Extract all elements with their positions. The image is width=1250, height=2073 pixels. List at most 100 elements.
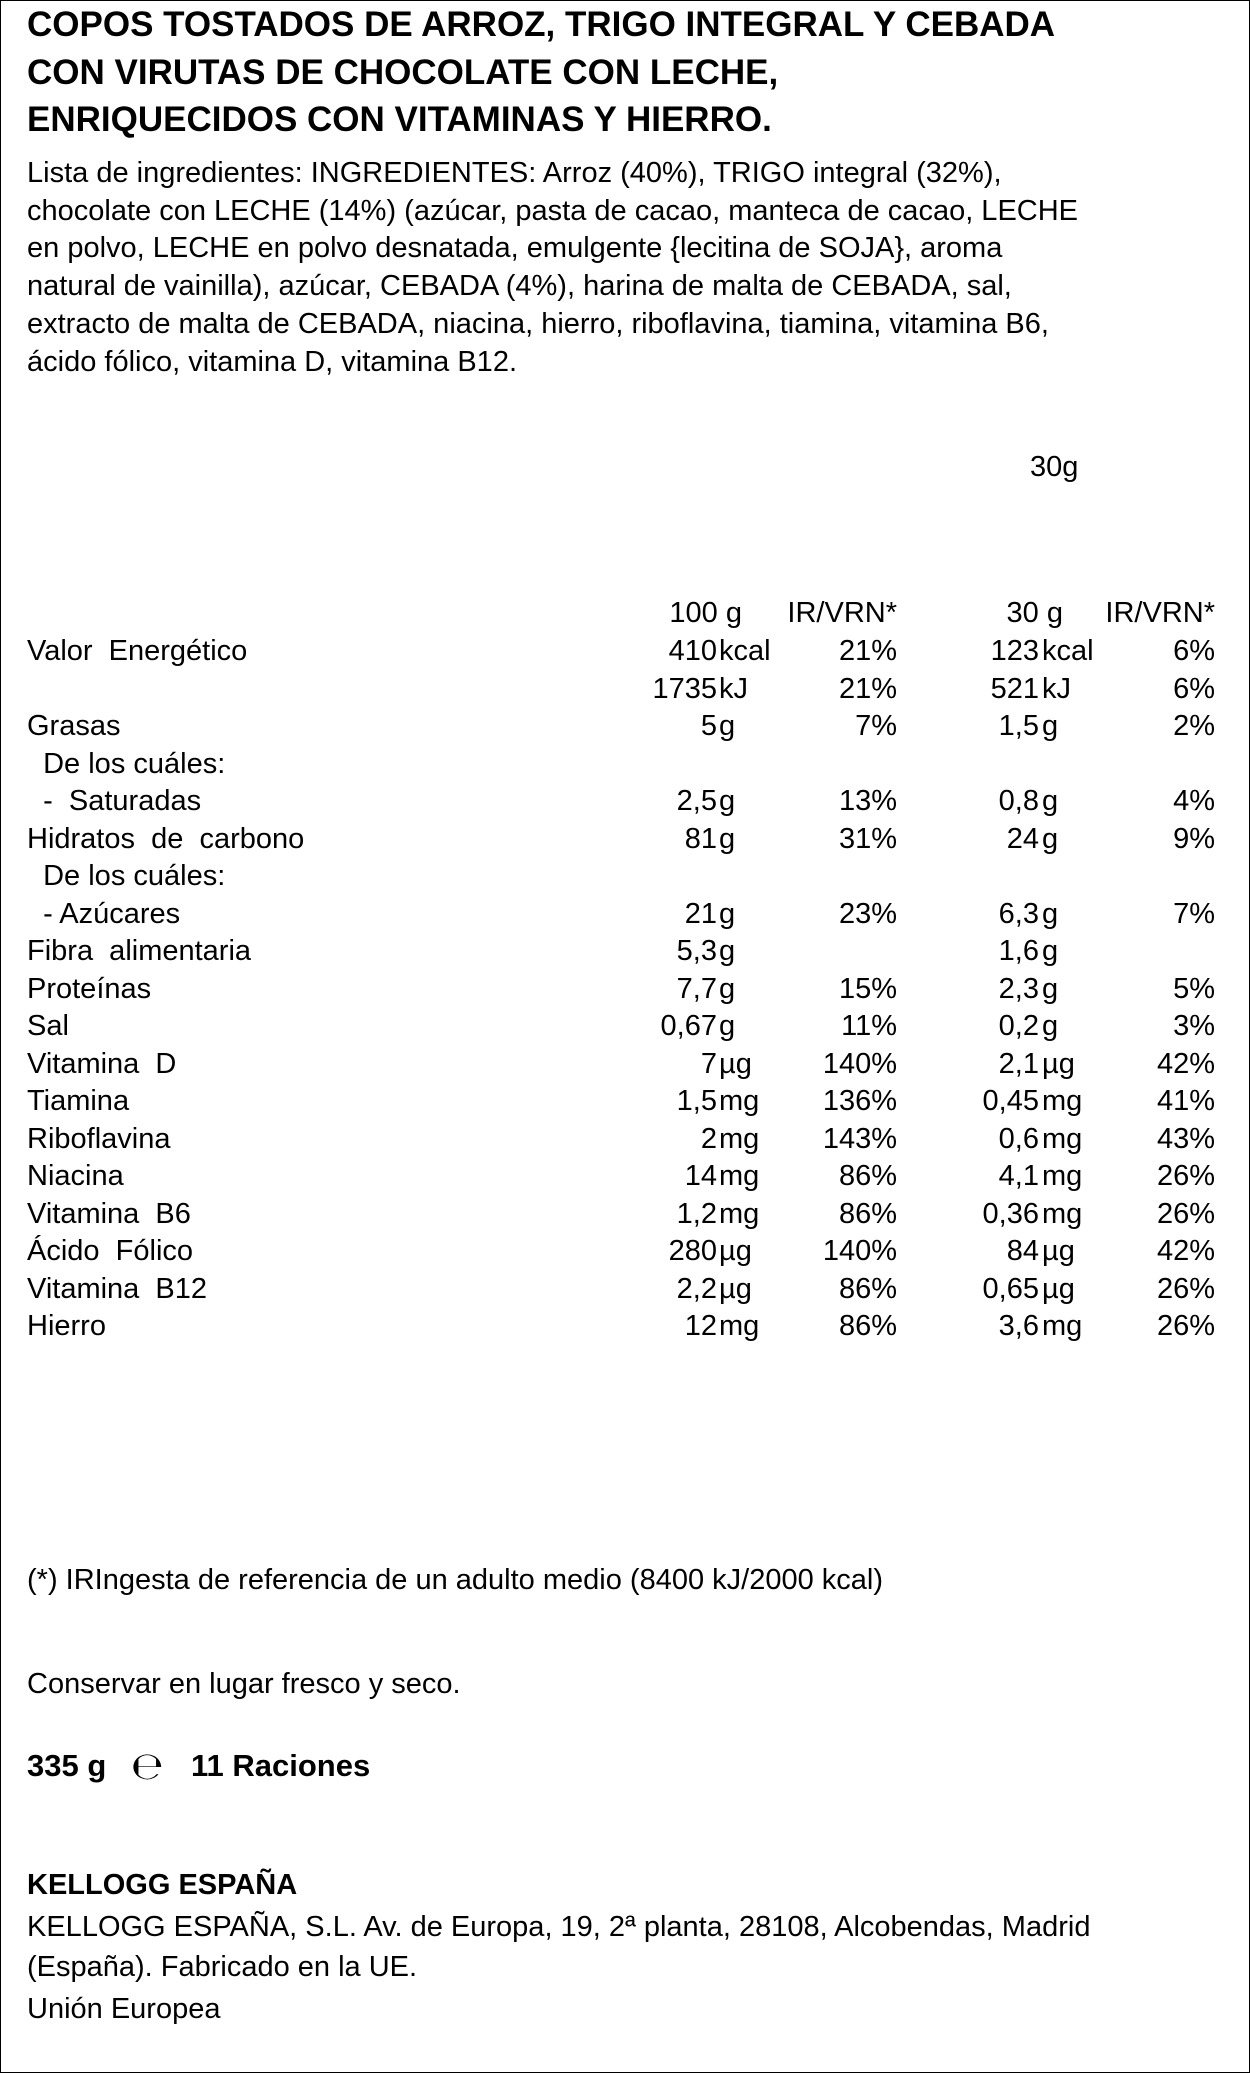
ir-100g: 13% — [838, 785, 897, 817]
ir-100g: 140% — [822, 1047, 897, 1080]
net-quantity: 335 g — [27, 1748, 107, 1783]
value-100g: 81 — [684, 822, 717, 855]
value-100g: 2,2 — [676, 1272, 717, 1305]
ir-100g: 7% — [855, 710, 897, 742]
row-label: Vitamina B12 — [27, 1272, 208, 1305]
value-30g: 2,3 — [998, 972, 1039, 1005]
row-label: Proteínas — [27, 972, 152, 1005]
unit-30g: mg — [1042, 1160, 1083, 1192]
value-100g: 7 — [700, 1047, 717, 1080]
value-30g: 6,3 — [998, 897, 1039, 930]
unit-100g: kJ — [719, 672, 748, 705]
unit-30g: g — [1042, 972, 1059, 1005]
row-label: De los cuáles: — [27, 747, 226, 780]
row-label: De los cuáles: — [27, 860, 226, 892]
row-label: - Azúcares — [27, 897, 181, 930]
unit-30g: µg — [1042, 1272, 1075, 1305]
ir-30g: 6% — [1173, 635, 1215, 667]
ir-30g: 26% — [1156, 1310, 1215, 1342]
value-100g: 12 — [684, 1310, 717, 1342]
unit-30g: g — [1042, 710, 1059, 742]
ir-100g: 140% — [822, 1235, 897, 1267]
unit-100g: g — [719, 1010, 736, 1042]
value-30g: 123 — [990, 635, 1039, 667]
footnote: (*) IRIngesta de referencia de un adulto… — [27, 1564, 883, 1596]
ir-30g: 2% — [1173, 710, 1215, 742]
value-30g: 0,45 — [982, 1085, 1039, 1117]
ir-100g: 21% — [838, 635, 897, 667]
value-100g: 1,2 — [676, 1197, 717, 1230]
value-30g: 0,65 — [982, 1272, 1039, 1305]
value-30g: 521 — [990, 672, 1039, 705]
unit-100g: mg — [719, 1122, 760, 1155]
unit-100g: g — [719, 822, 736, 855]
value-100g: 5 — [700, 710, 717, 742]
value-100g: 14 — [684, 1160, 717, 1192]
company-name: KELLOGG ESPAÑA — [27, 1869, 298, 1901]
unit-100g: mg — [719, 1160, 760, 1192]
value-30g: 24 — [1006, 822, 1039, 855]
ingredients-line: natural de vainilla), azúcar, CEBADA (4%… — [27, 270, 1012, 303]
table-header: 30 g — [1006, 597, 1063, 629]
value-100g: 2 — [700, 1122, 717, 1155]
row-label: Hidratos de carbono — [27, 822, 305, 855]
row-label: Tiamina — [27, 1085, 130, 1117]
value-30g: 3,6 — [998, 1310, 1039, 1342]
unit-30g: g — [1042, 822, 1059, 855]
table-header: IR/VRN* — [787, 597, 897, 629]
row-label: Riboflavina — [27, 1122, 171, 1155]
ir-30g: 7% — [1173, 897, 1215, 930]
value-30g: 0,8 — [998, 785, 1039, 817]
company-address: KELLOGG ESPAÑA, S.L. Av. de Europa, 19, … — [27, 1911, 1091, 1943]
value-30g: 0,6 — [998, 1122, 1039, 1155]
storage: Conservar en lugar fresco y seco. — [27, 1668, 461, 1700]
ir-100g: 86% — [838, 1272, 897, 1305]
row-label: Vitamina B6 — [27, 1197, 191, 1230]
ingredients-line: en polvo, LECHE en polvo desnatada, emul… — [27, 232, 1003, 265]
origin: Unión Europea — [27, 1993, 221, 2025]
ingredients-line: extracto de malta de CEBADA, niacina, hi… — [27, 307, 1049, 340]
ir-30g: 6% — [1173, 672, 1215, 705]
ir-100g: 86% — [838, 1197, 897, 1230]
row-label: Grasas — [27, 710, 121, 742]
unit-30g: g — [1042, 785, 1059, 817]
unit-100g: mg — [719, 1085, 760, 1117]
value-30g: 1,5 — [998, 710, 1039, 742]
unit-30g: mg — [1042, 1122, 1083, 1155]
row-label: - Saturadas — [27, 785, 202, 817]
row-label: Ácido Fólico — [27, 1235, 194, 1267]
ir-100g: 23% — [838, 897, 897, 930]
ir-30g: 26% — [1156, 1197, 1215, 1230]
unit-30g: µg — [1042, 1235, 1075, 1267]
row-label: Niacina — [27, 1160, 124, 1192]
ir-30g: 42% — [1156, 1235, 1215, 1267]
ir-30g: 4% — [1173, 785, 1215, 817]
title-line: ENRIQUECIDOS CON VITAMINAS Y HIERRO. — [27, 100, 772, 139]
ir-30g: 26% — [1156, 1160, 1215, 1192]
ingredients-line: ácido fólico, vitamina D, vitamina B12. — [27, 345, 517, 378]
unit-100g: g — [719, 785, 736, 817]
value-100g: 7,7 — [676, 972, 717, 1005]
ir-100g: 21% — [838, 672, 897, 705]
unit-100g: g — [719, 972, 736, 1005]
unit-100g: µg — [719, 1047, 752, 1080]
unit-30g: mg — [1042, 1197, 1083, 1230]
value-30g: 0,36 — [982, 1197, 1039, 1230]
ir-30g: 42% — [1156, 1047, 1215, 1080]
value-30g: 84 — [1006, 1235, 1039, 1267]
unit-100g: g — [719, 710, 736, 742]
ir-30g: 5% — [1173, 972, 1215, 1005]
company-address: (España). Fabricado en la UE. — [27, 1951, 418, 1983]
unit-100g: µg — [719, 1272, 752, 1305]
value-100g: 1,5 — [676, 1085, 717, 1117]
row-label: Valor Energético — [27, 635, 248, 667]
value-100g: 2,5 — [676, 785, 717, 817]
title-line: CON VIRUTAS DE CHOCOLATE CON LECHE, — [27, 52, 779, 92]
value-30g: 0,2 — [998, 1010, 1039, 1042]
ingredients-line: Lista de ingredientes: INGREDIENTES: Arr… — [27, 157, 1002, 189]
value-100g: 410 — [668, 635, 717, 667]
unit-30g: mg — [1042, 1310, 1083, 1342]
unit-100g: g — [719, 897, 736, 930]
ir-30g: 43% — [1156, 1122, 1215, 1155]
